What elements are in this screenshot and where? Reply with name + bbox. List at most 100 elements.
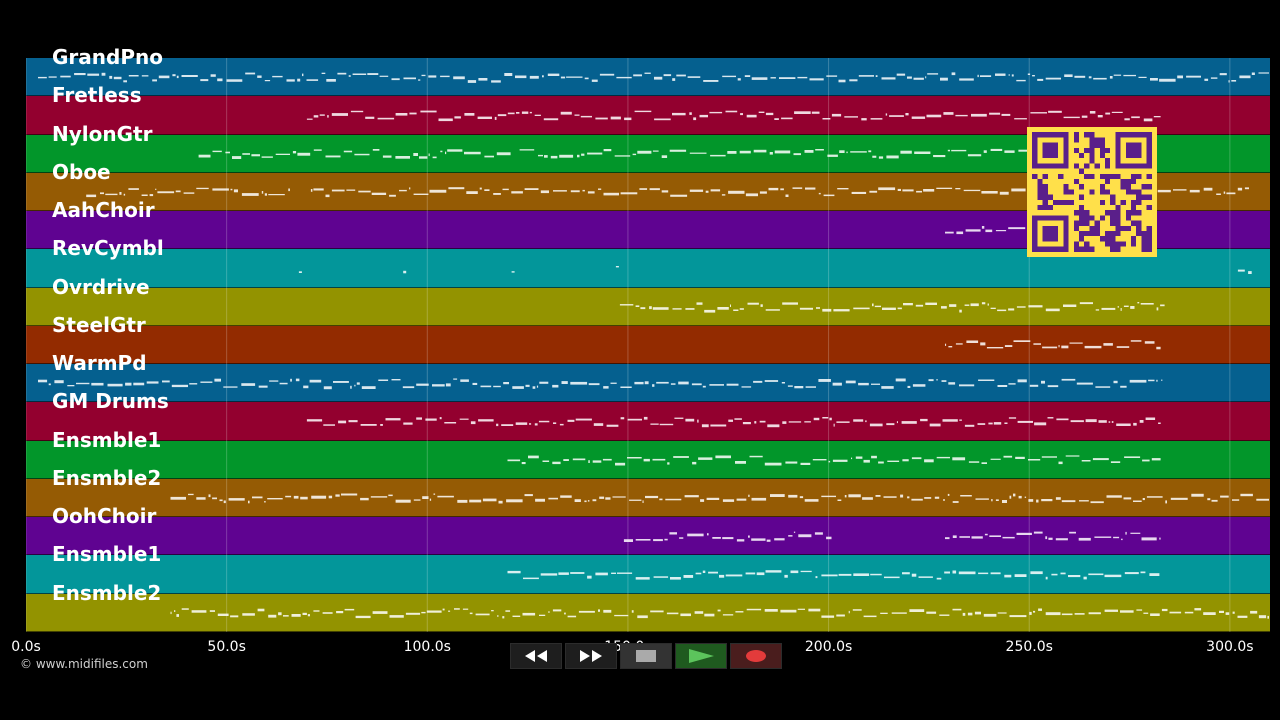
note-mark: [881, 386, 894, 389]
note-mark: [302, 73, 304, 77]
note-mark: [968, 461, 980, 463]
rewind-button[interactable]: [510, 643, 562, 669]
note-mark: [627, 457, 642, 459]
note-mark: [1085, 419, 1097, 423]
note-mark: [907, 496, 910, 499]
stop-button[interactable]: [620, 643, 672, 669]
note-mark: [367, 73, 379, 75]
note-mark: [1141, 537, 1157, 541]
note-mark: [741, 386, 752, 388]
note-mark: [916, 190, 922, 193]
track-lane[interactable]: [26, 402, 1270, 441]
note-mark: [774, 538, 785, 541]
play-button[interactable]: [675, 643, 727, 669]
note-mark: [956, 231, 964, 235]
note-mark: [1008, 227, 1026, 230]
note-mark: [524, 494, 533, 497]
track-lane[interactable]: [26, 287, 1270, 326]
note-mark: [1142, 498, 1145, 501]
note-mark: [38, 76, 47, 79]
note-mark: [800, 462, 811, 465]
note-mark: [542, 460, 550, 462]
note-mark: [1017, 379, 1027, 383]
track-lane[interactable]: [26, 555, 1270, 594]
note-mark: [872, 155, 877, 158]
note-mark: [1228, 80, 1230, 83]
track-lane[interactable]: [26, 517, 1270, 556]
note-mark: [264, 501, 266, 503]
note-mark: [233, 189, 238, 193]
note-mark: [1216, 193, 1221, 195]
note-mark: [827, 154, 838, 157]
track-lane[interactable]: [26, 593, 1270, 632]
note-mark: [897, 188, 901, 191]
note-mark: [949, 304, 957, 307]
note-mark: [667, 462, 670, 465]
record-button[interactable]: [730, 643, 782, 669]
rewind-icon: [525, 650, 547, 662]
note-mark: [529, 111, 532, 114]
note-mark: [955, 114, 968, 117]
note-mark: [86, 194, 97, 198]
note-mark: [1061, 613, 1073, 616]
note-mark: [155, 188, 157, 190]
note-mark: [1018, 149, 1028, 152]
note-mark: [722, 537, 734, 540]
note-mark: [925, 76, 927, 79]
note-mark: [730, 304, 731, 307]
note-mark: [712, 537, 721, 539]
track-lane[interactable]: [26, 325, 1270, 365]
fast-forward-button[interactable]: [565, 643, 617, 669]
note-mark: [279, 382, 288, 385]
note-mark: [1055, 538, 1068, 541]
note-mark: [494, 116, 497, 120]
note-mark: [889, 115, 904, 117]
note-mark: [380, 424, 383, 426]
note-mark: [746, 608, 762, 611]
note-mark: [936, 187, 953, 189]
note-mark: [54, 380, 64, 384]
note-mark: [538, 420, 550, 423]
note-mark: [370, 496, 388, 498]
note-mark: [851, 191, 867, 194]
note-mark: [687, 76, 701, 78]
note-mark: [442, 608, 445, 611]
note-mark: [1225, 612, 1230, 615]
note-mark: [1024, 496, 1027, 498]
note-mark: [258, 385, 268, 388]
note-mark: [290, 378, 292, 382]
note-mark: [511, 271, 515, 273]
note-mark: [785, 461, 798, 464]
note-mark: [429, 189, 447, 193]
note-mark: [945, 231, 954, 234]
note-mark: [997, 612, 1007, 614]
note-mark: [403, 77, 416, 80]
track-label: NylonGtr: [52, 121, 153, 146]
note-mark: [548, 497, 558, 500]
note-mark: [1083, 576, 1087, 580]
note-mark: [839, 150, 845, 153]
note-mark: [614, 614, 629, 617]
note-mark: [48, 383, 51, 386]
note-mark: [479, 187, 482, 190]
note-mark: [409, 112, 417, 115]
note-mark: [981, 191, 998, 194]
note-mark: [1061, 345, 1069, 349]
track-lane[interactable]: [26, 58, 1270, 97]
note-mark: [232, 156, 242, 159]
note-mark: [1110, 461, 1121, 463]
note-mark: [1219, 73, 1227, 76]
note-mark: [1211, 499, 1218, 502]
note-mark: [765, 570, 782, 573]
note-mark: [1136, 609, 1143, 611]
note-mark: [821, 495, 836, 498]
note-mark: [1079, 302, 1093, 305]
note-mark: [588, 383, 600, 386]
note-mark: [484, 155, 494, 158]
note-mark: [572, 458, 586, 461]
note-mark: [587, 152, 603, 155]
note-mark: [883, 496, 897, 498]
note-mark: [746, 114, 757, 118]
note-mark: [821, 615, 835, 618]
note-mark: [389, 615, 404, 618]
